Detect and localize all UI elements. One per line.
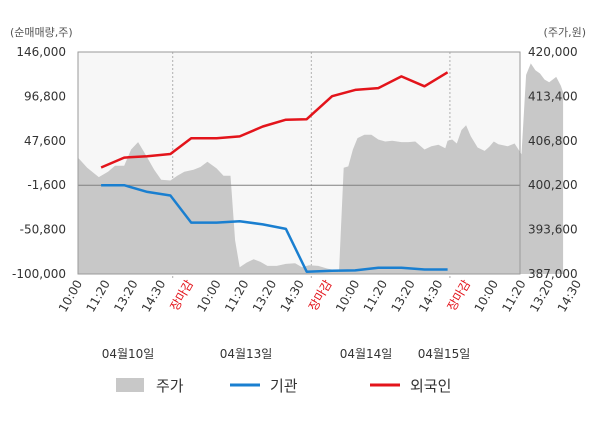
right-tick-label: 420,000 bbox=[528, 45, 578, 59]
x-tick-label: 13:20 bbox=[111, 278, 140, 315]
date-label: 04월10일 bbox=[102, 347, 155, 361]
left-tick-label: -1,600 bbox=[27, 178, 66, 192]
right-axis-unit: (주가,원) bbox=[544, 26, 586, 39]
x-tick-label: 11:20 bbox=[361, 278, 390, 315]
x-tick-label: 10:00 bbox=[472, 278, 501, 315]
x-tick-label: 장마감 bbox=[167, 278, 196, 314]
x-tick-label: 14:30 bbox=[139, 278, 168, 315]
series-line-foreign bbox=[100, 71, 449, 169]
x-tick-label: 10:00 bbox=[194, 278, 223, 315]
right-tick-label: 413,400 bbox=[528, 89, 578, 103]
x-tick-label: 11:20 bbox=[84, 278, 113, 315]
x-tick-label: 10:00 bbox=[56, 278, 85, 315]
right-tick-label: 406,800 bbox=[528, 134, 578, 148]
right-tick-label: 393,600 bbox=[528, 223, 578, 237]
left-tick-label: 47,600 bbox=[24, 134, 66, 148]
right-tick-label: 400,200 bbox=[528, 178, 578, 192]
x-tick-label: 14:30 bbox=[416, 278, 445, 315]
left-axis-unit: (순매매량,주) bbox=[10, 26, 73, 39]
legend-label: 기관 bbox=[270, 377, 298, 395]
series-line-institution bbox=[101, 183, 448, 273]
x-tick-label: 장마감 bbox=[306, 278, 335, 314]
x-tick-label: 13:20 bbox=[250, 278, 279, 315]
legend-swatch-price bbox=[116, 378, 144, 392]
date-label: 04월15일 bbox=[418, 347, 471, 361]
left-tick-label: -50,800 bbox=[20, 223, 66, 237]
date-label: 04월13일 bbox=[220, 347, 273, 361]
x-tick-label: 13:20 bbox=[527, 278, 556, 315]
x-tick-label: 14:30 bbox=[278, 278, 307, 315]
right-tick-label: 387,000 bbox=[528, 267, 578, 281]
left-tick-label: -100,000 bbox=[12, 267, 66, 281]
x-tick-label: 11:20 bbox=[222, 278, 251, 315]
plot-border bbox=[77, 51, 521, 275]
legend-label: 주가 bbox=[156, 377, 184, 395]
left-tick-label: 96,800 bbox=[24, 89, 66, 103]
date-label: 04월14일 bbox=[340, 347, 393, 361]
left-tick-label: 146,000 bbox=[16, 45, 66, 59]
x-tick-label: 14:30 bbox=[555, 278, 584, 315]
x-tick-label: 11:20 bbox=[499, 278, 528, 315]
x-tick-label: 10:00 bbox=[333, 278, 362, 315]
x-tick-label: 13:20 bbox=[388, 278, 417, 315]
x-tick-label: 장마감 bbox=[445, 278, 474, 314]
legend-label: 외국인 bbox=[410, 377, 451, 395]
